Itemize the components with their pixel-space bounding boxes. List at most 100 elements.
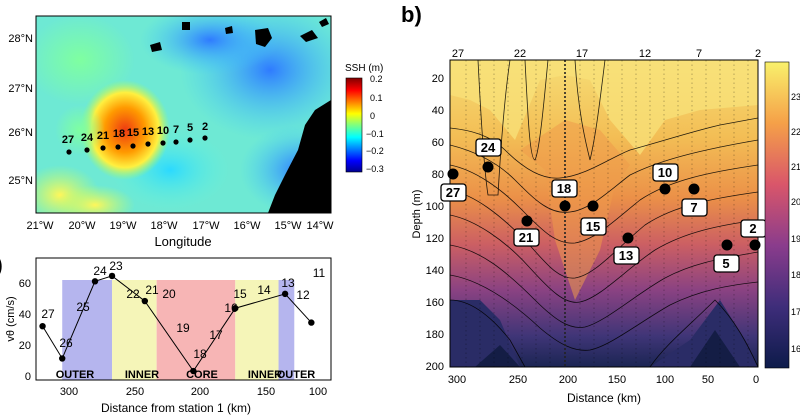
velocity-point-24 bbox=[91, 278, 99, 285]
depth-label: Depth (m) bbox=[411, 190, 423, 239]
longitude-label: Longitude bbox=[154, 234, 211, 249]
distance-label: Distance (km) bbox=[567, 391, 641, 405]
lon-tick-19: 19°W bbox=[109, 220, 137, 232]
map-station-15: 15 bbox=[127, 127, 139, 139]
vel-xtick-150: 150 bbox=[257, 386, 275, 398]
map-frame bbox=[35, 15, 332, 214]
ssh-colorbar bbox=[345, 77, 363, 173]
map-station-5: 5 bbox=[187, 122, 193, 134]
section-field bbox=[450, 60, 758, 367]
lon-tick-21: 21°W bbox=[26, 220, 54, 232]
ssh-colorbar-title: SSH (m) bbox=[345, 63, 383, 74]
map-station-13: 13 bbox=[142, 126, 154, 138]
canary-island bbox=[255, 28, 272, 47]
temp-tick-19: 19 bbox=[791, 234, 800, 244]
africa-coast bbox=[268, 100, 331, 213]
dist-tick-100: 100 bbox=[656, 374, 674, 386]
region-inner-right: INNER bbox=[248, 369, 282, 381]
dist-tick-300: 300 bbox=[448, 374, 466, 386]
velocity-xlabel: Distance from station 1 (km) bbox=[101, 401, 251, 415]
depth-tick-60: 60 bbox=[432, 137, 444, 149]
vel-ytick-20: 20 bbox=[19, 340, 31, 352]
temp-tick-23: 23 bbox=[791, 92, 800, 102]
temp-tick-21: 21 bbox=[791, 162, 800, 172]
station-box-24: 24 bbox=[481, 140, 496, 155]
velocity-point-27 bbox=[39, 322, 46, 330]
top-tick-22: 22 bbox=[514, 48, 526, 60]
dist-tick-0: 0 bbox=[753, 374, 759, 386]
ssh-tick-0.2: 0.2 bbox=[370, 74, 383, 84]
ssh-tick--0.3: −0.3 bbox=[366, 164, 384, 174]
top-tick-2: 2 bbox=[755, 48, 761, 60]
vel-label-24: 24 bbox=[93, 264, 107, 278]
station-box-15: 15 bbox=[586, 219, 600, 234]
vel-label-12: 12 bbox=[296, 288, 310, 302]
region-band-core-2 bbox=[156, 280, 236, 380]
velocity-point-26 bbox=[59, 355, 66, 362]
canary-island bbox=[319, 18, 329, 27]
velocity-point-13 bbox=[281, 290, 289, 298]
temp-tick-18: 18 bbox=[791, 270, 800, 280]
velocity-point-18 bbox=[190, 367, 197, 375]
depth-tick-140: 140 bbox=[426, 265, 444, 277]
depth-tick-80: 80 bbox=[432, 169, 444, 181]
vel-label-15: 15 bbox=[233, 287, 247, 301]
vel-label-14: 14 bbox=[257, 283, 271, 297]
dist-tick-200: 200 bbox=[559, 374, 577, 386]
ssh-tick--0.2: −0.2 bbox=[366, 146, 384, 156]
velocity-point-21 bbox=[141, 297, 149, 305]
dist-tick-150: 150 bbox=[608, 374, 626, 386]
station-box-18: 18 bbox=[557, 181, 571, 196]
panel-b-label: b) bbox=[401, 2, 422, 27]
depth-tick-120: 120 bbox=[426, 233, 444, 245]
canary-island bbox=[225, 26, 233, 34]
velocity-point-23 bbox=[108, 272, 116, 280]
depth-tick-20: 20 bbox=[432, 73, 444, 85]
station-box-27: 27 bbox=[446, 185, 460, 200]
velocity-ylabel: vθ (cm/s) bbox=[5, 296, 17, 341]
dist-tick-50: 50 bbox=[702, 374, 714, 386]
map-station-24: 24 bbox=[81, 132, 94, 144]
map-station-21: 21 bbox=[97, 130, 109, 142]
lat-tick-28: 28°N bbox=[8, 33, 33, 45]
vel-ytick-40: 40 bbox=[19, 309, 31, 321]
section-frame bbox=[449, 59, 759, 368]
ssh-field bbox=[36, 16, 331, 213]
dist-tick-250: 250 bbox=[509, 374, 527, 386]
vel-xtick-250: 250 bbox=[126, 386, 144, 398]
vel-label-19: 19 bbox=[176, 321, 190, 335]
region-core: CORE bbox=[186, 369, 218, 381]
lat-tick-25: 25°N bbox=[8, 175, 33, 187]
region-outer-left: OUTER bbox=[56, 369, 95, 381]
lon-tick-15: 15°W bbox=[274, 220, 302, 232]
region-band-outer-0 bbox=[62, 280, 113, 380]
ssh-tick--0.1: −0.1 bbox=[366, 129, 384, 139]
vel-xtick-200: 200 bbox=[191, 386, 209, 398]
lon-tick-17: 17°W bbox=[192, 220, 220, 232]
lon-tick-14: 14°W bbox=[306, 220, 334, 232]
station-box-10: 10 bbox=[658, 165, 672, 180]
region-band-inner-1 bbox=[112, 280, 157, 380]
lat-tick-26: 26°N bbox=[8, 127, 33, 139]
velocity-point-11 bbox=[308, 319, 315, 326]
temp-tick-20: 20 bbox=[791, 197, 800, 207]
depth-tick-40: 40 bbox=[432, 105, 444, 117]
vel-label-21: 21 bbox=[145, 283, 159, 297]
vel-label-27: 27 bbox=[41, 307, 55, 321]
lon-tick-16: 16°W bbox=[233, 220, 261, 232]
depth-tick-180: 180 bbox=[426, 329, 444, 341]
ssh-tick-0: 0 bbox=[370, 111, 375, 121]
map-station-18: 18 bbox=[113, 128, 125, 140]
canary-island bbox=[300, 30, 318, 42]
velocity-regions bbox=[62, 280, 295, 380]
station-box-7: 7 bbox=[690, 200, 697, 215]
panel-b-section: b) bbox=[401, 2, 800, 405]
lat-tick-27: 27°N bbox=[8, 83, 33, 95]
panel-c-label: ) bbox=[0, 255, 3, 277]
vel-label-23: 23 bbox=[109, 259, 123, 273]
station-box-5: 5 bbox=[722, 256, 729, 271]
depth-tick-160: 160 bbox=[426, 297, 444, 309]
section-station-boxes bbox=[440, 138, 767, 273]
ssh-tick-0.1: 0.1 bbox=[370, 93, 383, 103]
